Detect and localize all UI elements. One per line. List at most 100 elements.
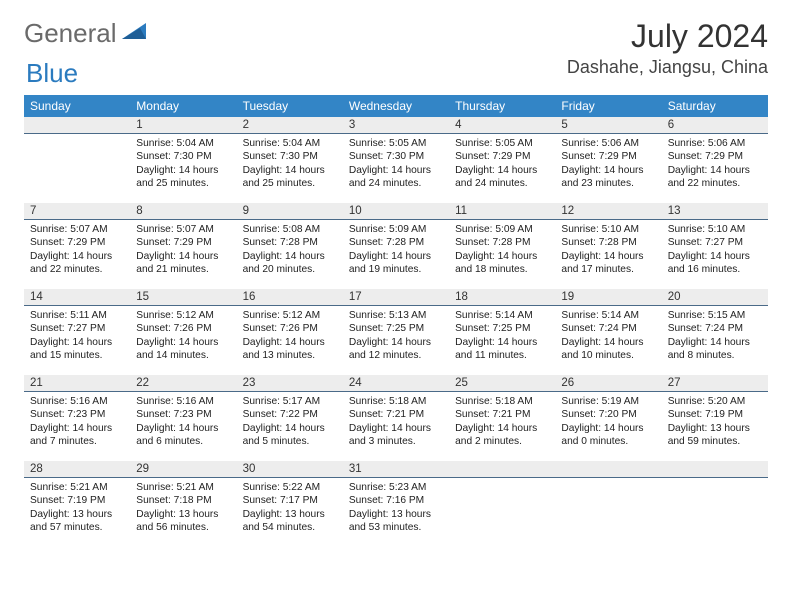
- day-number: 7: [24, 203, 130, 220]
- daylight-line: Daylight: 13 hours and 53 minutes.: [349, 508, 443, 535]
- sunset-line: Sunset: 7:18 PM: [136, 494, 230, 507]
- sunrise-line: Sunrise: 5:21 AM: [136, 481, 230, 494]
- day-number: 1: [130, 117, 236, 134]
- day-number: 2: [237, 117, 343, 134]
- day-number: 29: [130, 461, 236, 478]
- month-title: July 2024: [567, 18, 768, 55]
- sunrise-line: Sunrise: 5:18 AM: [455, 395, 549, 408]
- daylight-line: Daylight: 14 hours and 12 minutes.: [349, 336, 443, 363]
- calendar-head: SundayMondayTuesdayWednesdayThursdayFrid…: [24, 95, 768, 117]
- calendar-day-cell: 3Sunrise: 5:05 AMSunset: 7:30 PMDaylight…: [343, 117, 449, 203]
- day-number: 11: [449, 203, 555, 220]
- daylight-line: Daylight: 14 hours and 19 minutes.: [349, 250, 443, 277]
- day-details: Sunrise: 5:05 AMSunset: 7:30 PMDaylight:…: [343, 134, 449, 194]
- sunrise-line: Sunrise: 5:23 AM: [349, 481, 443, 494]
- sunset-line: Sunset: 7:26 PM: [136, 322, 230, 335]
- calendar-day-cell: 12Sunrise: 5:10 AMSunset: 7:28 PMDayligh…: [555, 203, 661, 289]
- calendar-day-cell: 14Sunrise: 5:11 AMSunset: 7:27 PMDayligh…: [24, 289, 130, 375]
- day-details: Sunrise: 5:05 AMSunset: 7:29 PMDaylight:…: [449, 134, 555, 194]
- day-number: 30: [237, 461, 343, 478]
- day-details: Sunrise: 5:16 AMSunset: 7:23 PMDaylight:…: [130, 392, 236, 452]
- day-number: 13: [662, 203, 768, 220]
- sunrise-line: Sunrise: 5:10 AM: [561, 223, 655, 236]
- calendar-day-cell: 25Sunrise: 5:18 AMSunset: 7:21 PMDayligh…: [449, 375, 555, 461]
- daylight-line: Daylight: 13 hours and 54 minutes.: [243, 508, 337, 535]
- day-details: Sunrise: 5:14 AMSunset: 7:24 PMDaylight:…: [555, 306, 661, 366]
- day-number: 9: [237, 203, 343, 220]
- day-number: 23: [237, 375, 343, 392]
- sunset-line: Sunset: 7:25 PM: [455, 322, 549, 335]
- sunset-line: Sunset: 7:30 PM: [349, 150, 443, 163]
- day-number: 28: [24, 461, 130, 478]
- day-details: Sunrise: 5:17 AMSunset: 7:22 PMDaylight:…: [237, 392, 343, 452]
- calendar-day-cell: 31Sunrise: 5:23 AMSunset: 7:16 PMDayligh…: [343, 461, 449, 547]
- day-details: Sunrise: 5:07 AMSunset: 7:29 PMDaylight:…: [24, 220, 130, 280]
- brand-triangle-icon: [122, 21, 148, 46]
- calendar-day-cell: 10Sunrise: 5:09 AMSunset: 7:28 PMDayligh…: [343, 203, 449, 289]
- calendar-page: General July 2024 Dashahe, Jiangsu, Chin…: [0, 0, 792, 565]
- calendar-day-cell: 4Sunrise: 5:05 AMSunset: 7:29 PMDaylight…: [449, 117, 555, 203]
- sunset-line: Sunset: 7:17 PM: [243, 494, 337, 507]
- day-number: 20: [662, 289, 768, 306]
- day-details: Sunrise: 5:20 AMSunset: 7:19 PMDaylight:…: [662, 392, 768, 452]
- day-details: Sunrise: 5:08 AMSunset: 7:28 PMDaylight:…: [237, 220, 343, 280]
- sunrise-line: Sunrise: 5:05 AM: [455, 137, 549, 150]
- weekday-header: Thursday: [449, 95, 555, 117]
- sunset-line: Sunset: 7:29 PM: [561, 150, 655, 163]
- daylight-line: Daylight: 14 hours and 25 minutes.: [243, 164, 337, 191]
- sunset-line: Sunset: 7:29 PM: [30, 236, 124, 249]
- calendar-day-cell: 17Sunrise: 5:13 AMSunset: 7:25 PMDayligh…: [343, 289, 449, 375]
- day-details: Sunrise: 5:19 AMSunset: 7:20 PMDaylight:…: [555, 392, 661, 452]
- sunrise-line: Sunrise: 5:13 AM: [349, 309, 443, 322]
- sunrise-line: Sunrise: 5:06 AM: [561, 137, 655, 150]
- sunrise-line: Sunrise: 5:06 AM: [668, 137, 762, 150]
- daylight-line: Daylight: 14 hours and 24 minutes.: [349, 164, 443, 191]
- daylight-line: Daylight: 14 hours and 25 minutes.: [136, 164, 230, 191]
- weekday-header: Friday: [555, 95, 661, 117]
- day-number: 3: [343, 117, 449, 134]
- day-number: 26: [555, 375, 661, 392]
- day-details: Sunrise: 5:21 AMSunset: 7:18 PMDaylight:…: [130, 478, 236, 538]
- day-details: Sunrise: 5:07 AMSunset: 7:29 PMDaylight:…: [130, 220, 236, 280]
- calendar-day-cell: 15Sunrise: 5:12 AMSunset: 7:26 PMDayligh…: [130, 289, 236, 375]
- calendar-day-cell: 6Sunrise: 5:06 AMSunset: 7:29 PMDaylight…: [662, 117, 768, 203]
- sunset-line: Sunset: 7:20 PM: [561, 408, 655, 421]
- brand-part2: Blue: [26, 58, 78, 89]
- day-number: 15: [130, 289, 236, 306]
- sunrise-line: Sunrise: 5:04 AM: [243, 137, 337, 150]
- day-number: 21: [24, 375, 130, 392]
- day-number: 4: [449, 117, 555, 134]
- sunrise-line: Sunrise: 5:05 AM: [349, 137, 443, 150]
- sunset-line: Sunset: 7:19 PM: [30, 494, 124, 507]
- daylight-line: Daylight: 14 hours and 20 minutes.: [243, 250, 337, 277]
- calendar-day-cell: 9Sunrise: 5:08 AMSunset: 7:28 PMDaylight…: [237, 203, 343, 289]
- daylight-line: Daylight: 14 hours and 22 minutes.: [668, 164, 762, 191]
- daylight-line: Daylight: 14 hours and 10 minutes.: [561, 336, 655, 363]
- daylight-line: Daylight: 13 hours and 57 minutes.: [30, 508, 124, 535]
- weekday-header: Wednesday: [343, 95, 449, 117]
- day-number: 12: [555, 203, 661, 220]
- calendar-empty-cell: [449, 461, 555, 547]
- daylight-line: Daylight: 14 hours and 11 minutes.: [455, 336, 549, 363]
- sunrise-line: Sunrise: 5:16 AM: [136, 395, 230, 408]
- day-details: Sunrise: 5:10 AMSunset: 7:28 PMDaylight:…: [555, 220, 661, 280]
- day-details: Sunrise: 5:04 AMSunset: 7:30 PMDaylight:…: [130, 134, 236, 194]
- sunrise-line: Sunrise: 5:15 AM: [668, 309, 762, 322]
- day-details: Sunrise: 5:14 AMSunset: 7:25 PMDaylight:…: [449, 306, 555, 366]
- calendar-day-cell: 30Sunrise: 5:22 AMSunset: 7:17 PMDayligh…: [237, 461, 343, 547]
- calendar-day-cell: 1Sunrise: 5:04 AMSunset: 7:30 PMDaylight…: [130, 117, 236, 203]
- location-subtitle: Dashahe, Jiangsu, China: [567, 57, 768, 78]
- daylight-line: Daylight: 14 hours and 13 minutes.: [243, 336, 337, 363]
- weekday-header: Monday: [130, 95, 236, 117]
- sunset-line: Sunset: 7:24 PM: [668, 322, 762, 335]
- sunset-line: Sunset: 7:16 PM: [349, 494, 443, 507]
- sunrise-line: Sunrise: 5:04 AM: [136, 137, 230, 150]
- sunrise-line: Sunrise: 5:20 AM: [668, 395, 762, 408]
- day-number: 24: [343, 375, 449, 392]
- day-number: [24, 117, 130, 134]
- daylight-line: Daylight: 14 hours and 0 minutes.: [561, 422, 655, 449]
- sunrise-line: Sunrise: 5:11 AM: [30, 309, 124, 322]
- sunrise-line: Sunrise: 5:07 AM: [136, 223, 230, 236]
- day-number: 10: [343, 203, 449, 220]
- calendar-week-row: 7Sunrise: 5:07 AMSunset: 7:29 PMDaylight…: [24, 203, 768, 289]
